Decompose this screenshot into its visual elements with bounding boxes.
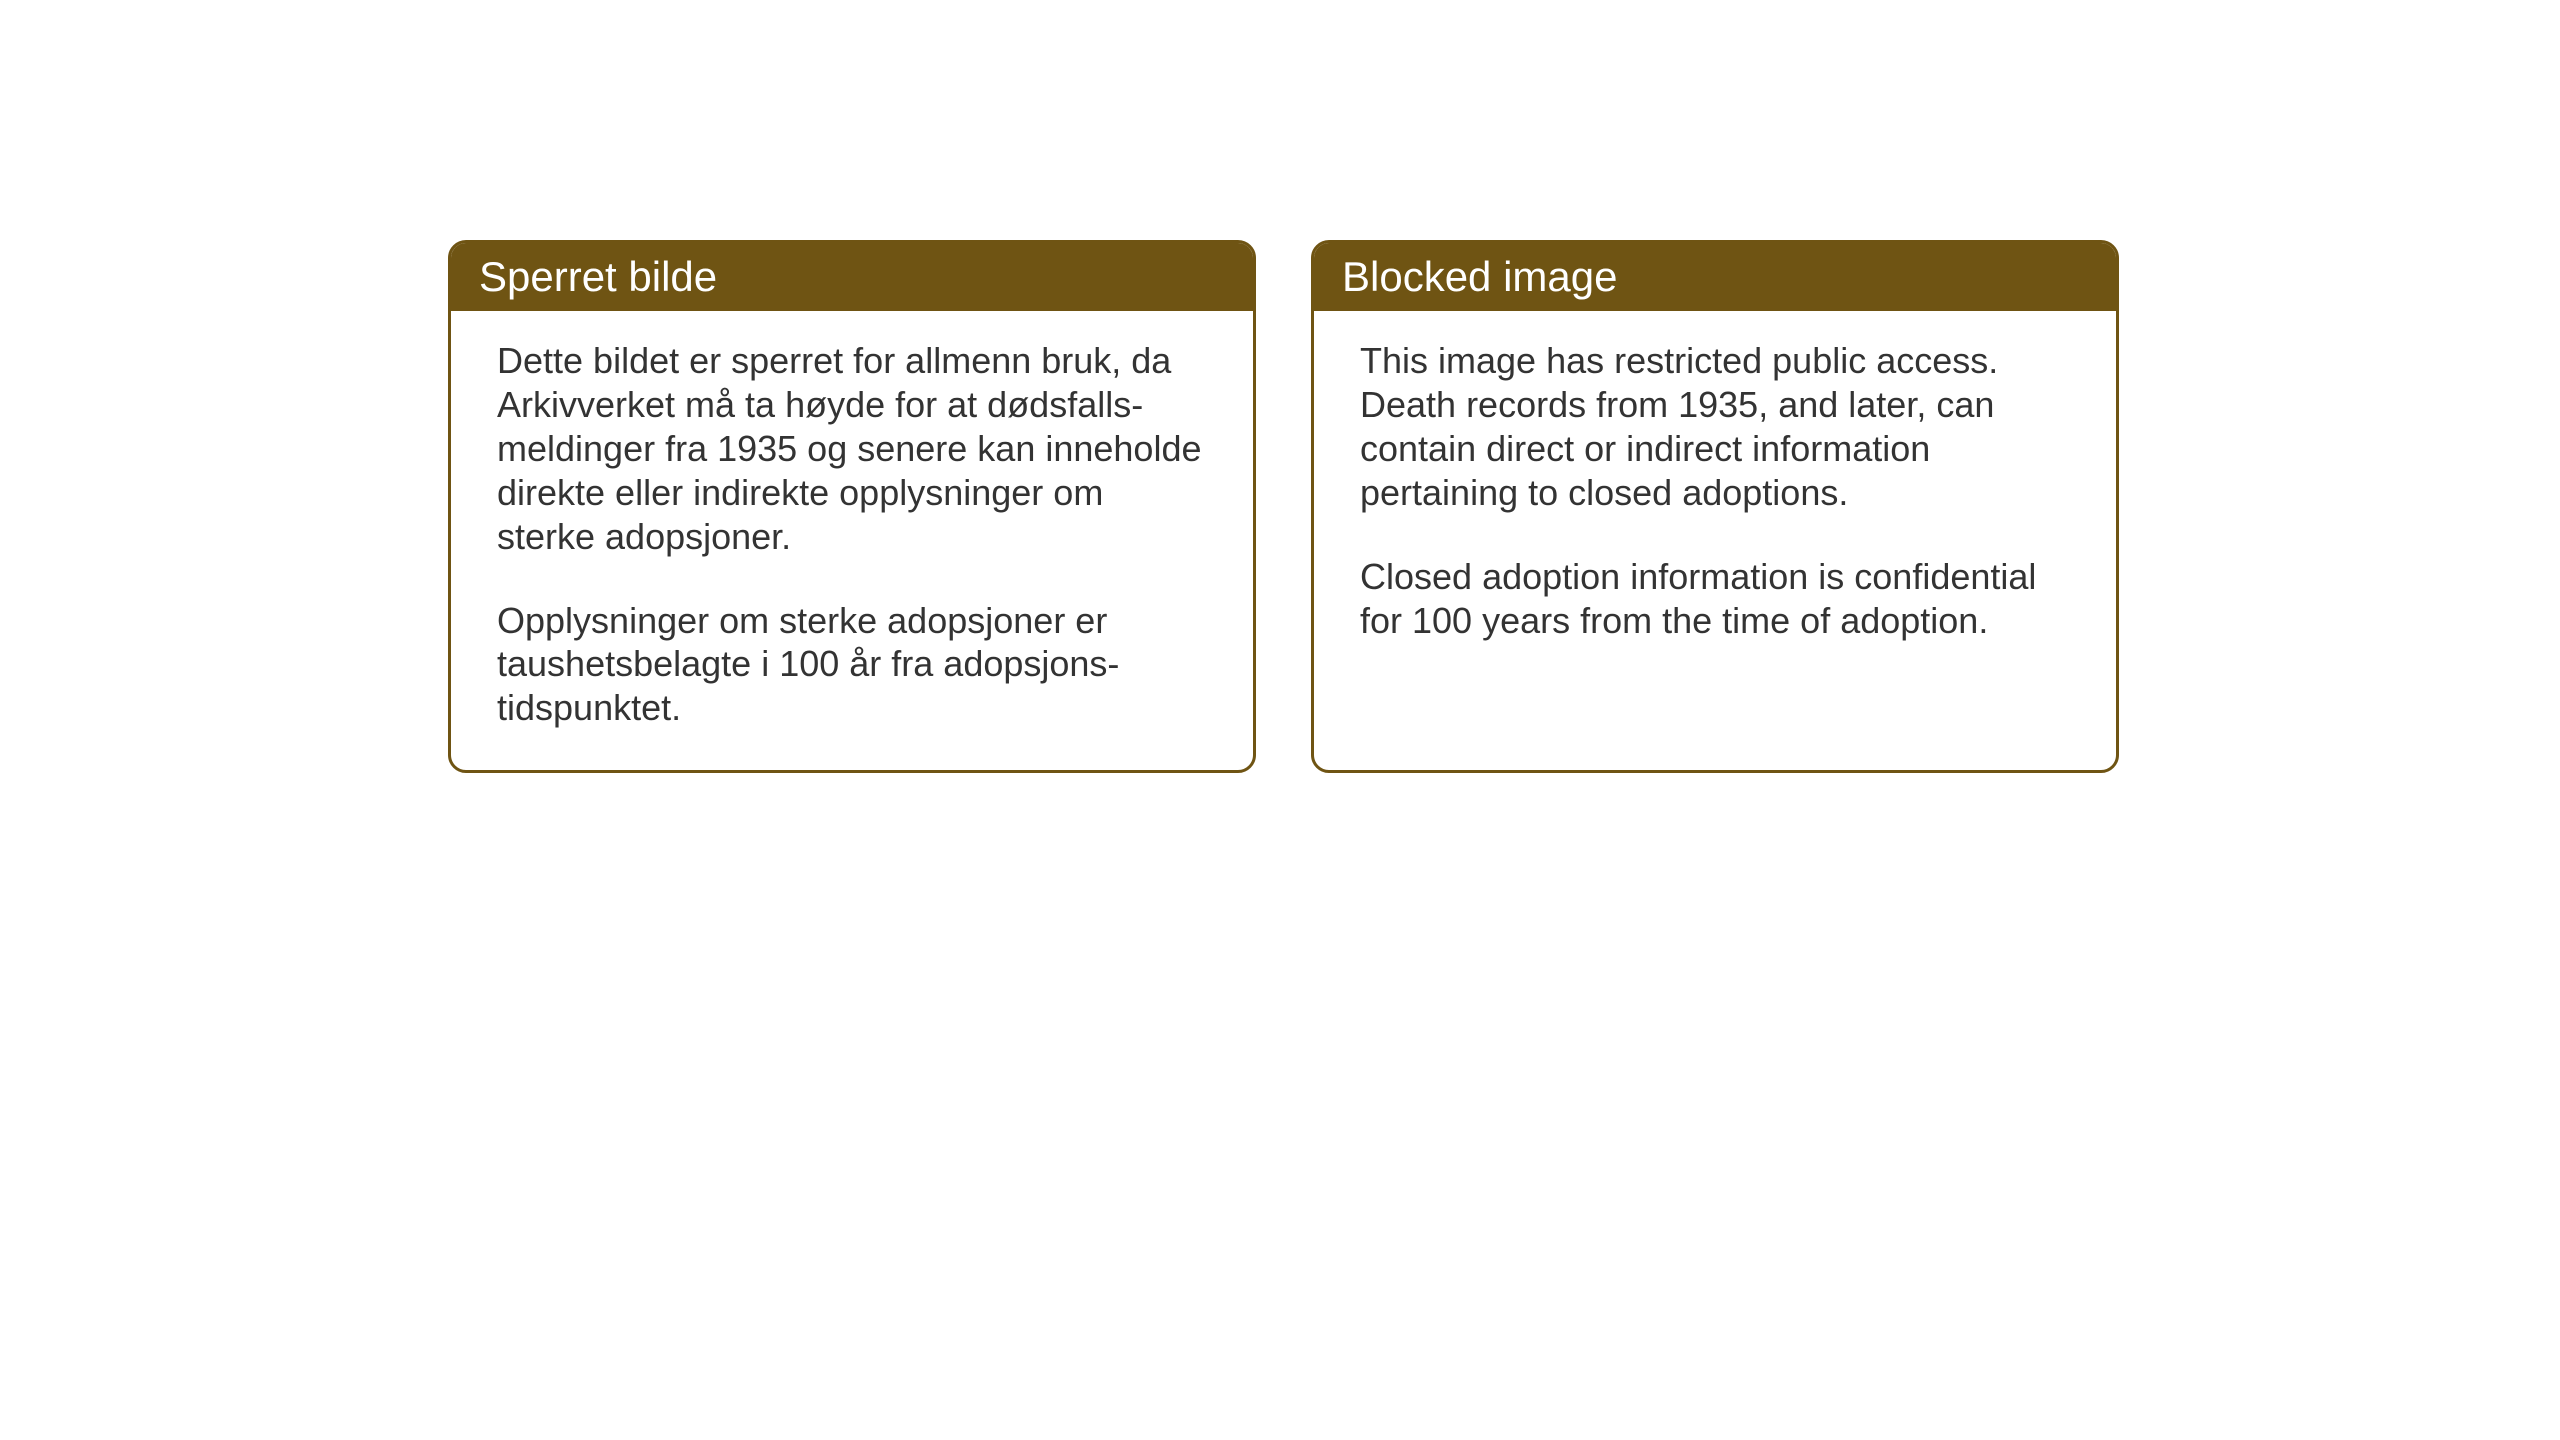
card-title-english: Blocked image xyxy=(1342,253,1617,300)
card-paragraph-1-english: This image has restricted public access.… xyxy=(1360,339,2070,515)
card-header-english: Blocked image xyxy=(1314,243,2116,311)
card-title-norwegian: Sperret bilde xyxy=(479,253,717,300)
notice-container: Sperret bilde Dette bildet er sperret fo… xyxy=(448,240,2119,773)
card-paragraph-2-english: Closed adoption information is confident… xyxy=(1360,555,2070,643)
card-paragraph-2-norwegian: Opplysninger om sterke adopsjoner er tau… xyxy=(497,599,1207,731)
card-body-norwegian: Dette bildet er sperret for allmenn bruk… xyxy=(451,311,1253,770)
notice-card-english: Blocked image This image has restricted … xyxy=(1311,240,2119,773)
card-paragraph-1-norwegian: Dette bildet er sperret for allmenn bruk… xyxy=(497,339,1207,559)
card-header-norwegian: Sperret bilde xyxy=(451,243,1253,311)
notice-card-norwegian: Sperret bilde Dette bildet er sperret fo… xyxy=(448,240,1256,773)
card-body-english: This image has restricted public access.… xyxy=(1314,311,2116,682)
